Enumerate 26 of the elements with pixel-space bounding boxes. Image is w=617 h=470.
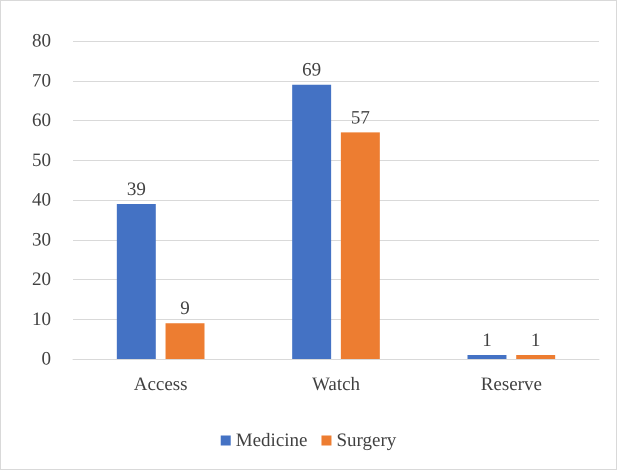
y-tick-label: 50 (32, 150, 51, 171)
y-tick-label: 30 (32, 229, 51, 250)
bar (468, 355, 506, 359)
data-label: 39 (126, 178, 146, 200)
y-tick-label: 40 (32, 190, 51, 210)
data-label: 1 (482, 330, 492, 352)
x-tick-label: Reserve (480, 374, 542, 395)
y-tick-label: 60 (32, 110, 51, 131)
legend-label: Surgery (336, 430, 397, 451)
legend-label: Medicine (236, 430, 308, 451)
y-tick-label: 80 (32, 30, 51, 52)
data-label: 1 (530, 330, 540, 352)
bar (516, 355, 556, 359)
data-label: 9 (180, 298, 190, 320)
y-tick-label: 20 (32, 269, 51, 290)
y-tick-label: 10 (32, 308, 51, 330)
bar (292, 84, 332, 359)
y-tick-label: 70 (32, 70, 51, 92)
x-tick-label: Watch (312, 374, 361, 395)
bar (340, 132, 380, 359)
bar (166, 323, 204, 359)
data-label: 69 (302, 60, 322, 81)
x-tick-label: Access (134, 374, 188, 395)
bar (116, 204, 156, 359)
data-label: 57 (350, 107, 370, 128)
y-tick-label: 0 (42, 348, 51, 370)
